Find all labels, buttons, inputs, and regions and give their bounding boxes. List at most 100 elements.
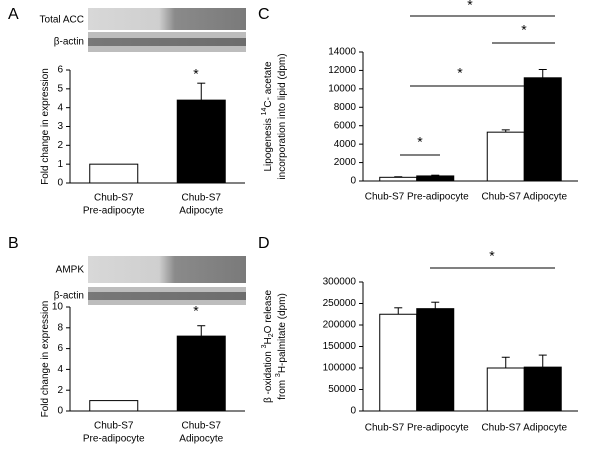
x-tick-label: Chub-S7 bbox=[182, 193, 222, 204]
y-tick-label: 250000 bbox=[323, 298, 357, 309]
bar bbox=[486, 131, 525, 182]
error-bar bbox=[394, 176, 403, 178]
x-tick-label: Chub-S7 Pre-adipocyte bbox=[365, 423, 469, 434]
y-axis-title-line: β -oxidation 3H2O release bbox=[261, 290, 275, 404]
error-bar bbox=[431, 301, 440, 309]
y-tick-label: 3 bbox=[57, 121, 63, 132]
x-tick-label: Chub-S7 Pre-adipocyte bbox=[365, 192, 469, 203]
y-tick-label: 6000 bbox=[334, 120, 357, 131]
blot-label: β-actin bbox=[54, 291, 84, 302]
y-tick-label: 8000 bbox=[334, 102, 357, 113]
x-tick-label: Chub-S7 bbox=[182, 421, 222, 432]
y-axis-title-part: 3 bbox=[275, 373, 282, 377]
blot-band bbox=[88, 38, 246, 46]
y-axis-title-part: Fold change in expression bbox=[40, 68, 51, 185]
y-axis-title-line: from 3H-palmitate (dpm) bbox=[275, 293, 287, 400]
y-tick-label: 300000 bbox=[323, 277, 357, 288]
x-tick-label: Chub-S7 Adipocyte bbox=[481, 192, 567, 203]
significance-star: * bbox=[467, 0, 473, 13]
y-axis-title-line: Fold change in expression bbox=[40, 301, 51, 418]
panel-letter: B bbox=[8, 235, 19, 252]
y-tick-label: 12000 bbox=[328, 65, 356, 76]
y-tick-label: 0 bbox=[57, 178, 63, 189]
significance-star: * bbox=[193, 66, 199, 82]
bar bbox=[379, 176, 418, 182]
y-axis-title-part: H-palmitate (dpm) bbox=[277, 293, 288, 373]
y-tick-label: 200000 bbox=[323, 320, 357, 331]
bar bbox=[379, 313, 418, 412]
y-tick-label: 6 bbox=[57, 65, 63, 76]
significance-star: * bbox=[489, 248, 495, 264]
x-tick-label: Chub-S7 bbox=[94, 421, 134, 432]
panel-letter: A bbox=[8, 6, 19, 23]
y-axis-title-part: β -oxidation bbox=[263, 348, 274, 403]
y-axis-title-part: 14 bbox=[261, 107, 268, 115]
bar bbox=[486, 367, 525, 412]
y-axis-title-part: C- acetate bbox=[263, 61, 274, 108]
y-tick-label: 0 bbox=[350, 176, 356, 187]
blot-label: Total ACC bbox=[40, 15, 84, 26]
x-tick-label: Pre-adipocyte bbox=[83, 206, 145, 217]
y-tick-label: 2000 bbox=[334, 157, 357, 168]
bar bbox=[176, 99, 226, 184]
x-tick-label: Pre-adipocyte bbox=[83, 434, 145, 445]
panel-letter: D bbox=[258, 235, 270, 252]
y-tick-label: 150000 bbox=[323, 341, 357, 352]
y-tick-label: 0 bbox=[350, 406, 356, 417]
y-tick-label: 6 bbox=[57, 343, 63, 354]
y-tick-label: 10 bbox=[52, 302, 64, 313]
y-tick-label: 0 bbox=[57, 406, 63, 417]
y-tick-label: 4 bbox=[57, 102, 63, 113]
y-axis-title-part: incorporation into lipid (dpm) bbox=[277, 53, 288, 179]
blot-band bbox=[88, 8, 246, 30]
y-tick-label: 10000 bbox=[328, 83, 356, 94]
y-axis-title-line: Lipogenesis 14C- acetate bbox=[261, 61, 273, 172]
y-axis-title: Fold change in expression bbox=[40, 301, 51, 418]
y-axis-title-line: Fold change in expression bbox=[40, 68, 51, 185]
bar bbox=[176, 335, 226, 412]
significance-star: * bbox=[193, 303, 199, 319]
significance-star: * bbox=[457, 65, 463, 81]
y-tick-label: 1 bbox=[57, 159, 63, 170]
y-tick-label: 14000 bbox=[328, 47, 356, 58]
y-tick-label: 2 bbox=[57, 140, 63, 151]
y-axis-title-part: Fold change in expression bbox=[40, 301, 51, 418]
error-bar bbox=[501, 356, 510, 368]
blot-label: AMPK bbox=[56, 265, 85, 276]
error-bar bbox=[394, 307, 403, 315]
x-tick-label: Adipocyte bbox=[179, 206, 223, 217]
y-axis-title-part: Lipogenesis bbox=[263, 115, 274, 171]
y-tick-label: 50000 bbox=[328, 384, 356, 395]
blot-label: β-actin bbox=[54, 37, 84, 48]
y-axis-title-part: O release bbox=[263, 290, 274, 334]
error-bar bbox=[538, 69, 547, 78]
panel-letter: C bbox=[258, 6, 270, 23]
bar bbox=[523, 366, 562, 412]
y-tick-label: 5 bbox=[57, 83, 63, 94]
y-tick-label: 4 bbox=[57, 364, 63, 375]
bar bbox=[89, 163, 139, 184]
y-tick-label: 100000 bbox=[323, 363, 357, 374]
y-axis-title-part: 2 bbox=[268, 333, 275, 337]
bar bbox=[416, 308, 455, 412]
y-axis-title-part: H bbox=[263, 337, 274, 344]
error-bar bbox=[538, 354, 547, 368]
y-axis-title: Lipogenesis 14C- acetate incorporation in… bbox=[261, 53, 287, 179]
error-bar bbox=[197, 325, 206, 337]
blot-band bbox=[88, 292, 246, 300]
y-axis-title-part: 3 bbox=[261, 344, 268, 348]
x-tick-label: Chub-S7 Adipocyte bbox=[481, 423, 567, 434]
bar bbox=[523, 77, 562, 182]
significance-star: * bbox=[417, 134, 423, 150]
y-tick-label: 2 bbox=[57, 385, 63, 396]
x-tick-label: Adipocyte bbox=[179, 434, 223, 445]
error-bar bbox=[501, 129, 510, 133]
significance-star: * bbox=[521, 22, 527, 38]
error-bar bbox=[197, 82, 206, 101]
blot-band bbox=[88, 256, 246, 283]
y-axis-title: Fold change in expression bbox=[40, 68, 51, 185]
y-tick-label: 4000 bbox=[334, 139, 357, 150]
x-tick-label: Chub-S7 bbox=[94, 193, 134, 204]
